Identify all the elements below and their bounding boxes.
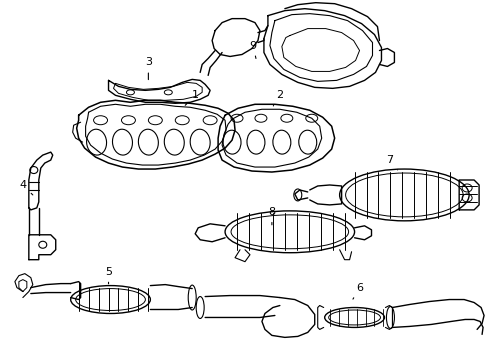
- Text: 5: 5: [105, 267, 112, 284]
- Text: 1: 1: [185, 90, 198, 105]
- Text: 4: 4: [19, 180, 33, 195]
- Text: 8: 8: [268, 207, 275, 225]
- Text: 3: 3: [144, 58, 152, 80]
- Text: 6: 6: [352, 283, 362, 299]
- Text: 7: 7: [385, 155, 397, 170]
- Text: 9: 9: [249, 41, 256, 58]
- Text: 2: 2: [273, 90, 283, 106]
